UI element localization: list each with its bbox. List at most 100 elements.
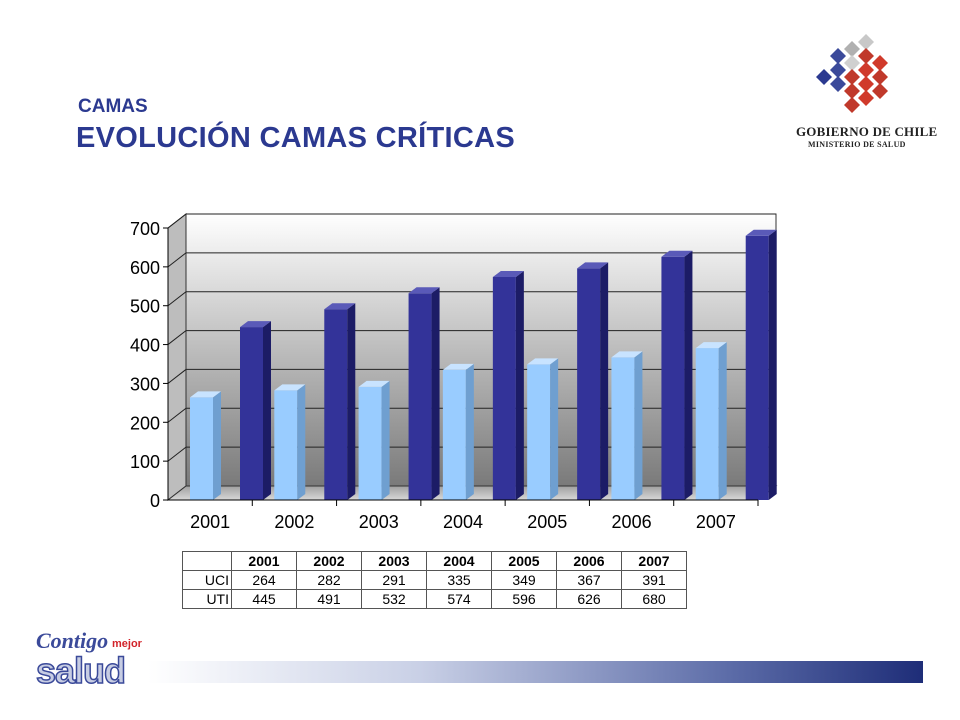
bar-uti-2003-front xyxy=(408,293,432,500)
bar-uti-2007-side xyxy=(768,229,777,500)
bar-uci-2004-side xyxy=(465,363,474,500)
bar-uti-2002-top xyxy=(324,303,356,310)
bar-uci-2005 xyxy=(527,358,559,500)
bar-uci-2002-top xyxy=(274,384,306,391)
bar-uti-2007-front xyxy=(745,235,769,500)
bar-uci-2006-side xyxy=(634,351,643,500)
chart-gridline xyxy=(167,213,776,229)
bar-chart: 0 100 200 300 400 500 600 700 2001 2002 2003 2004 20… xyxy=(130,212,778,532)
logo-diamond xyxy=(844,83,860,99)
table-cell: 291 xyxy=(361,570,427,590)
bar-uti-2005-front xyxy=(577,268,601,500)
x-tick-label: 2004 xyxy=(443,512,483,532)
bar-uci-2006-top xyxy=(611,351,643,358)
bar-uti-2006-top xyxy=(661,250,693,257)
x-tick-label: 2007 xyxy=(696,512,736,532)
bar-uti-2003-side xyxy=(431,287,440,500)
bar-uti-2001-front xyxy=(240,327,263,500)
bar-uti-2007 xyxy=(745,229,777,500)
y-tick-label: 300 xyxy=(130,374,160,394)
bar-uti-2002-side xyxy=(347,303,356,500)
footer-gradient-bar xyxy=(148,661,923,683)
table-corner-cell xyxy=(182,551,232,571)
table-header-cell: 2006 xyxy=(556,551,622,571)
x-tick-label: 2003 xyxy=(359,512,399,532)
bar-uci-2004-top xyxy=(442,363,474,370)
table-cell: 367 xyxy=(556,570,622,590)
bar-uci-2003-side xyxy=(381,380,390,500)
bar-uti-2003-top xyxy=(408,287,440,294)
bar-uti-2002-front xyxy=(324,309,348,500)
logo-diamond xyxy=(830,48,846,64)
bar-uci-2004-front xyxy=(442,369,466,500)
bar-uci-2007 xyxy=(695,342,727,500)
bar-uti-2003 xyxy=(408,287,440,500)
table-row: UCI 264 282 291 335 349 367 391 xyxy=(182,570,687,590)
table-cell: 264 xyxy=(231,570,297,590)
logo-diamond xyxy=(858,48,874,64)
logo-line2: MINISTERIO DE SALUD xyxy=(808,140,906,149)
bar-uti-2004-top xyxy=(492,270,524,277)
logo-diamond xyxy=(844,55,860,71)
table-cell: 626 xyxy=(556,589,622,609)
bar-uti-2007-top xyxy=(745,229,777,236)
bar-uti-2001-side xyxy=(263,321,271,500)
bar-uci-2001-top xyxy=(190,391,221,398)
page-title: EVOLUCIÓN CAMAS CRÍTICAS xyxy=(76,122,515,154)
logo-diamond xyxy=(858,76,874,92)
bar-uci-2002 xyxy=(274,384,306,500)
logo-diamond xyxy=(844,97,860,113)
bar-uci-2005-side xyxy=(550,358,559,500)
table-cell: 391 xyxy=(621,570,687,590)
table-cell: 574 xyxy=(426,589,492,609)
chart-gridline xyxy=(167,252,776,268)
table-header-cell: 2005 xyxy=(491,551,557,571)
table-header-cell: 2001 xyxy=(231,551,297,571)
table-header-cell: 2004 xyxy=(426,551,492,571)
bar-uci-2005-front xyxy=(527,364,551,500)
bar-uti-2004-front xyxy=(492,276,516,500)
y-tick-label: 500 xyxy=(130,297,160,317)
logo-diamond xyxy=(844,41,860,57)
bar-uci-2006 xyxy=(611,351,643,500)
x-tick-label: 2001 xyxy=(190,512,230,532)
table-row-label: UCI xyxy=(182,570,232,590)
table-cell: 596 xyxy=(491,589,557,609)
bar-uci-2003-front xyxy=(358,386,382,500)
bar-uci-2006-front xyxy=(611,357,635,500)
bar-uci-2007-front xyxy=(695,348,719,500)
bar-uci-2007-side xyxy=(718,342,727,500)
table-cell: 445 xyxy=(231,589,297,609)
bar-uci-2002-side xyxy=(297,384,306,500)
contigo-mejor-salud-logo: Contigo mejor salud xyxy=(35,628,151,692)
logo-diamond xyxy=(858,34,874,50)
table-row-label: UTI xyxy=(182,589,232,609)
page-subtitle: CAMAS xyxy=(78,96,148,117)
table-cell: 491 xyxy=(296,589,362,609)
table-cell: 282 xyxy=(296,570,362,590)
table-cell: 349 xyxy=(491,570,557,590)
bar-uti-2005 xyxy=(577,262,609,500)
table-cell: 335 xyxy=(426,570,492,590)
brand-salud: salud xyxy=(35,649,127,692)
table-row: UTI 445 491 532 574 596 626 680 xyxy=(182,589,687,609)
y-tick-label: 100 xyxy=(130,452,160,472)
logo-diamond xyxy=(872,83,888,99)
table-cell: 680 xyxy=(621,589,687,609)
logo-diamond xyxy=(858,62,874,78)
logo-diamond xyxy=(830,62,846,78)
logo-line1: GOBIERNO DE CHILE xyxy=(796,124,938,139)
bar-uci-2001-side xyxy=(213,391,221,500)
y-tick-label: 600 xyxy=(130,258,160,278)
data-table: 2001 2002 2003 2004 2005 2006 2007 UCI 2… xyxy=(182,551,687,609)
bar-uti-2006-side xyxy=(684,250,693,500)
bar-uci-2002-front xyxy=(274,390,298,500)
bar-uti-2001-top xyxy=(240,321,271,328)
y-tick-label: 0 xyxy=(150,491,160,511)
bar-uti-2004-side xyxy=(515,270,524,500)
table-header-cell: 2002 xyxy=(296,551,362,571)
bar-uci-2007-top xyxy=(695,342,727,349)
bar-uti-2006-front xyxy=(661,256,685,500)
chart-side-wall xyxy=(167,212,187,502)
x-tick-label: 2005 xyxy=(527,512,567,532)
